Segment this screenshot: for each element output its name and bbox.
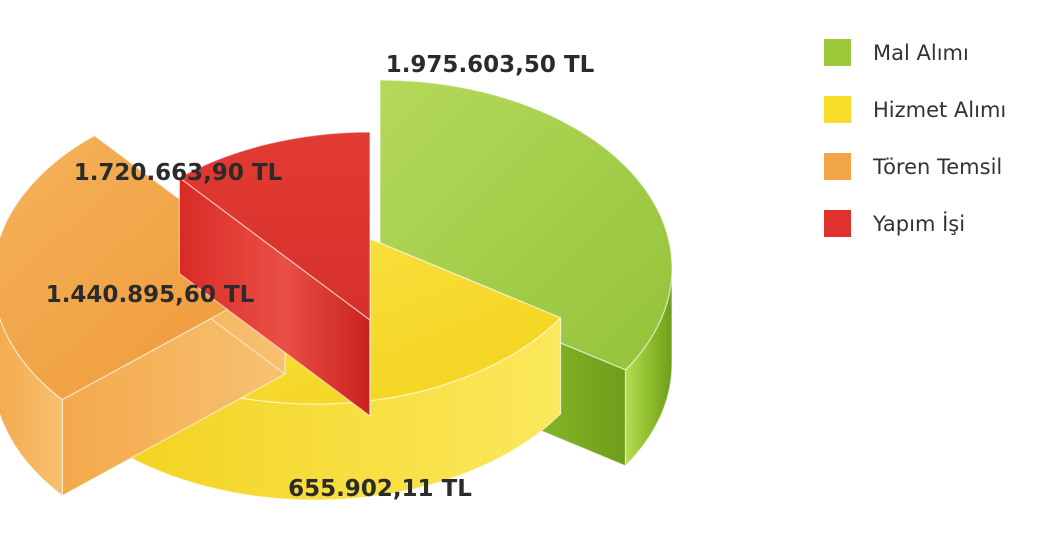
data-label-hizmet-alimi: 1.720.663,90 TL [74,160,283,186]
data-label-mal-alimi: 1.975.603,50 TL [386,52,595,78]
legend-label: Hizmet Alımı [873,97,1007,122]
pie-slice-top [0,134,287,401]
legend-item-mal-alimi: Mal Alımı [824,38,1039,67]
pie-slice-yapim-isi [178,131,371,418]
legend-label: Yapım İşi [873,211,966,236]
legend-item-yapim-isi: Yapım İşi [824,209,1039,238]
data-label-yapim-isi: 655.902,11 TL [288,476,472,502]
legend-swatch [824,39,851,66]
legend-label: Mal Alımı [873,40,969,65]
legend-item-hizmet-alimi: Hizmet Alımı [824,95,1039,124]
legend-item-toren-temsil: Tören Temsil [824,152,1039,181]
legend: Mal Alımı Hizmet Alımı Tören Temsil Yapı… [824,38,1039,266]
legend-swatch [824,96,851,123]
pie-slice-top [178,131,371,322]
legend-swatch [824,210,851,237]
legend-label: Tören Temsil [873,154,1003,179]
legend-swatch [824,153,851,180]
data-label-toren-temsil: 1.440.895,60 TL [46,282,255,308]
